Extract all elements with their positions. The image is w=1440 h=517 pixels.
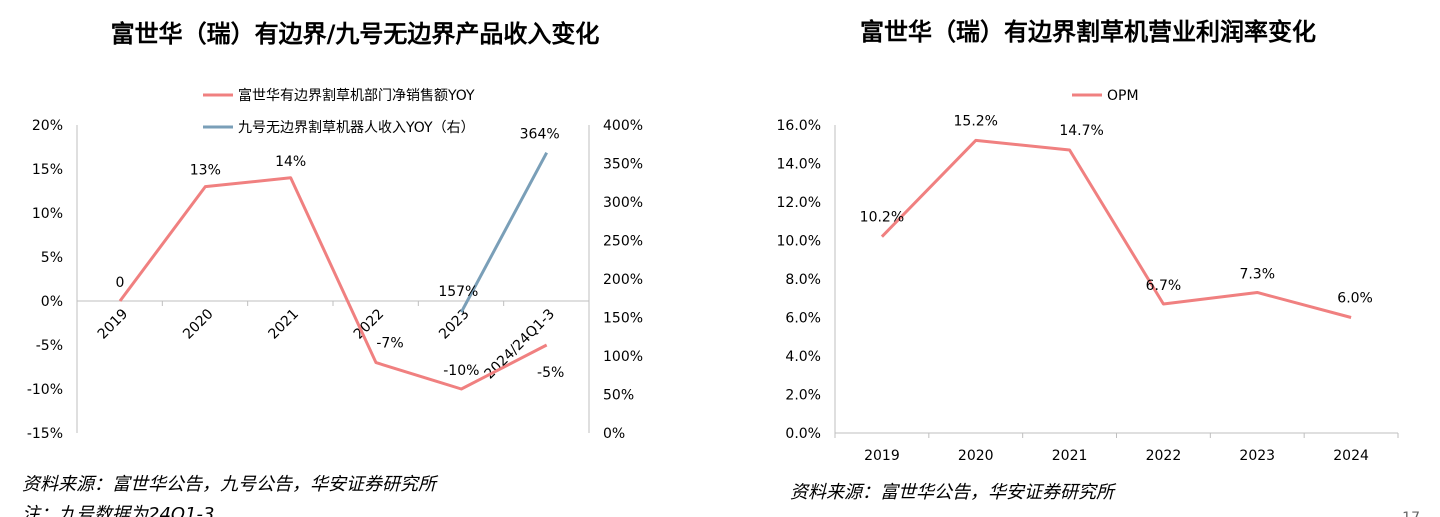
series-line-1 <box>118 176 548 391</box>
data-label: 6.7% <box>1146 278 1182 294</box>
page-number: 17 <box>1402 510 1420 517</box>
y-tick-label: -5% <box>36 338 63 354</box>
left-chart: 富世华（瑞）有边界/九号无边界产品收入变化 富世华有边界割草机部门净销售额YOY… <box>22 20 643 517</box>
left-chart-title: 富世华（瑞）有边界/九号无边界产品收入变化 <box>111 20 600 48</box>
right-y-axis-ticks: 400% 350% 300% 250% 200% 150% 100% 50% 0% <box>603 118 643 442</box>
left-legend: 富世华有边界割草机部门净销售额YOY 九号无边界割草机器人收入YOY（右） <box>203 87 475 136</box>
y2-tick-label: 350% <box>603 157 643 173</box>
y2-tick-label: 150% <box>603 311 643 327</box>
x-tick-label: 2019 <box>95 306 132 343</box>
y-tick-label: 14.0% <box>777 157 821 173</box>
x-tick-label: 2024 <box>1333 448 1369 464</box>
y2-tick-label: 0% <box>603 426 625 442</box>
series-line-2 <box>460 152 548 313</box>
y-tick-label: 2.0% <box>785 388 821 404</box>
y-tick-label: -15% <box>27 426 63 442</box>
right-chart-title: 富世华（瑞）有边界割草机营业利润率变化 <box>860 18 1316 46</box>
data-label: -10% <box>443 363 479 379</box>
right-series-lines <box>880 138 1352 319</box>
right-x-axis-ticks: 2019 2020 2021 2022 2023 2024 <box>834 433 1399 464</box>
x-tick-label: 2023 <box>436 306 473 343</box>
x-tick-label: 2020 <box>958 448 994 464</box>
legend-label-opm: OPM <box>1107 88 1139 104</box>
left-y-axis-ticks: 20% 15% 10% 5% 0% -5% -10% -15% <box>27 118 63 442</box>
x-tick-label: 2019 <box>864 448 900 464</box>
left-source-note: 资料来源：富世华公告，九号公告，华安证券研究所 <box>22 474 439 495</box>
y-tick-label: 5% <box>41 250 63 266</box>
x-tick-label: 2022 <box>1146 448 1182 464</box>
y2-tick-label: 250% <box>603 234 643 250</box>
y-tick-label: 15% <box>32 162 63 178</box>
left-series-lines <box>118 152 548 391</box>
left-data-labels: 0 13% 14% -7% -10% -5% 157% 364% <box>116 127 565 381</box>
left-footnote: 注：九号数据为24Q1-3 <box>22 504 214 517</box>
right-chart: 富世华（瑞）有边界割草机营业利润率变化 OPM 16.0%14.0%12.0%1… <box>777 18 1399 503</box>
y2-tick-label: 100% <box>603 349 643 365</box>
legend-label-series-1: 富世华有边界割草机部门净销售额YOY <box>238 87 475 104</box>
x-tick-label: 2020 <box>180 306 217 343</box>
y-tick-label: 6.0% <box>785 311 821 327</box>
data-label: 6.0% <box>1337 291 1373 307</box>
series-line-opm <box>880 138 1352 319</box>
data-label: 14% <box>275 154 306 170</box>
data-label: 15.2% <box>954 113 998 129</box>
y2-tick-label: 400% <box>603 118 643 134</box>
legend-label-series-2: 九号无边界割草机器人收入YOY（右） <box>238 119 475 136</box>
data-label: 14.7% <box>1059 123 1103 139</box>
y-tick-label: 8.0% <box>785 272 821 288</box>
x-tick-label: 2021 <box>265 306 302 343</box>
y-tick-label: 0.0% <box>785 426 821 442</box>
right-legend: OPM <box>1072 88 1139 104</box>
y2-tick-label: 300% <box>603 195 643 211</box>
y-tick-label: -10% <box>27 382 63 398</box>
y2-tick-label: 200% <box>603 272 643 288</box>
left-x-axis-ticks: 2019 2020 2021 2022 2023 2024/24Q1-3 <box>76 301 590 382</box>
y-tick-label: 10.0% <box>777 234 821 250</box>
y-tick-label: 10% <box>32 206 63 222</box>
x-tick-label: 2023 <box>1239 448 1275 464</box>
y-tick-label: 0% <box>41 294 63 310</box>
y-tick-label: 4.0% <box>785 349 821 365</box>
data-label: 10.2% <box>860 210 904 226</box>
data-label: 364% <box>520 127 560 143</box>
data-label: -5% <box>537 365 564 381</box>
right-chart-y-axis-ticks: 16.0% 14.0% 12.0% 10.0% 8.0% 6.0% 4.0% 2.0% 0.0% <box>777 118 821 442</box>
y-tick-label: 20% <box>32 118 63 134</box>
x-tick-label: 2021 <box>1052 448 1088 464</box>
right-data-labels: 10.2% 15.2% 14.7% 6.7% 7.3% 6.0% <box>860 113 1373 306</box>
data-label: 13% <box>190 163 221 179</box>
y2-tick-label: 50% <box>603 388 634 404</box>
data-label: -7% <box>376 336 403 352</box>
data-label: 0 <box>116 275 125 291</box>
data-label: 157% <box>438 284 478 300</box>
y-tick-label: 16.0% <box>777 118 821 134</box>
data-label: 7.3% <box>1239 266 1275 282</box>
y-tick-label: 12.0% <box>777 195 821 211</box>
right-source-note: 资料来源：富世华公告，华安证券研究所 <box>790 482 1117 503</box>
